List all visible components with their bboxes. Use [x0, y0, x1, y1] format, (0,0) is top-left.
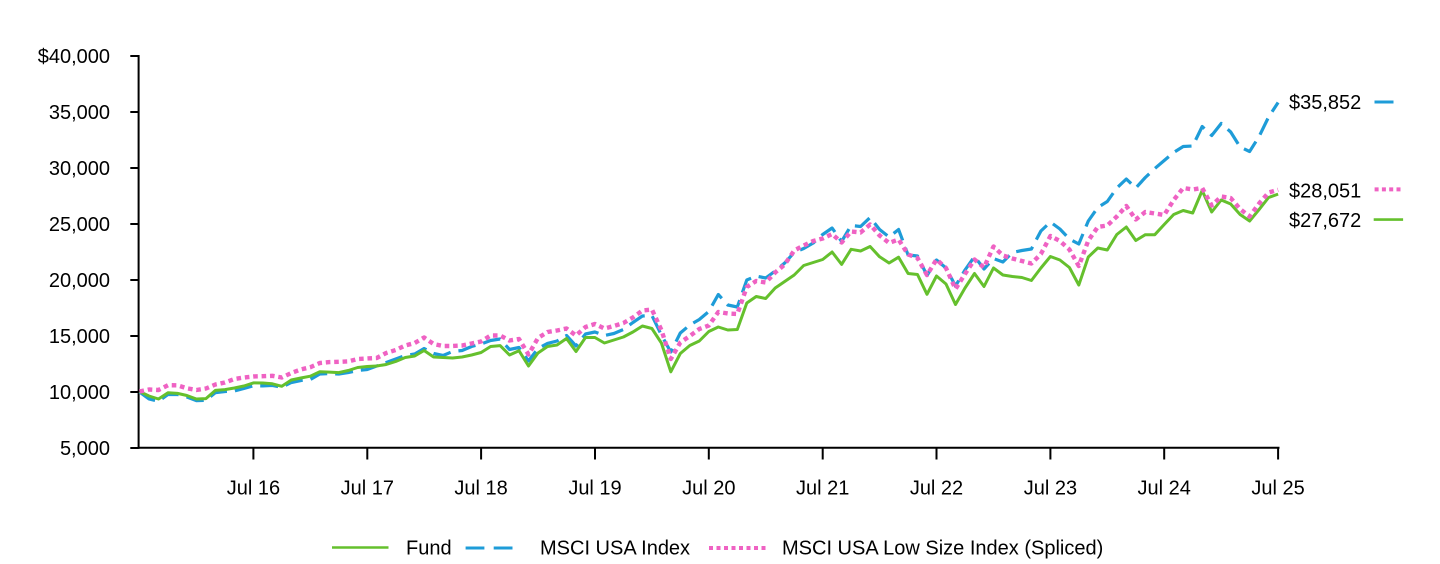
svg-text:Jul 20: Jul 20 [682, 478, 735, 500]
svg-text:$35,852: $35,852 [1289, 92, 1361, 114]
svg-text:10,000: 10,000 [49, 382, 110, 404]
svg-text:35,000: 35,000 [49, 102, 110, 124]
svg-text:Jul 23: Jul 23 [1024, 478, 1077, 500]
svg-text:Jul 21: Jul 21 [796, 478, 849, 500]
svg-text:MSCI USA Low Size Index (Splic: MSCI USA Low Size Index (Spliced) [782, 538, 1103, 560]
svg-text:MSCI USA Index: MSCI USA Index [540, 538, 690, 560]
svg-text:25,000: 25,000 [49, 214, 110, 236]
svg-text:Jul 17: Jul 17 [341, 478, 394, 500]
svg-text:$27,672: $27,672 [1289, 210, 1361, 232]
svg-text:$28,051: $28,051 [1289, 180, 1361, 202]
svg-text:$40,000: $40,000 [38, 46, 110, 68]
svg-text:Jul 19: Jul 19 [568, 478, 621, 500]
svg-text:5,000: 5,000 [60, 438, 110, 460]
svg-text:Jul 25: Jul 25 [1251, 478, 1304, 500]
svg-text:Jul 18: Jul 18 [454, 478, 507, 500]
svg-text:Jul 16: Jul 16 [227, 478, 280, 500]
svg-text:15,000: 15,000 [49, 326, 110, 348]
svg-text:Fund: Fund [406, 538, 452, 560]
svg-text:Jul 22: Jul 22 [910, 478, 963, 500]
svg-text:30,000: 30,000 [49, 158, 110, 180]
svg-text:Jul 24: Jul 24 [1138, 478, 1191, 500]
svg-text:20,000: 20,000 [49, 270, 110, 292]
